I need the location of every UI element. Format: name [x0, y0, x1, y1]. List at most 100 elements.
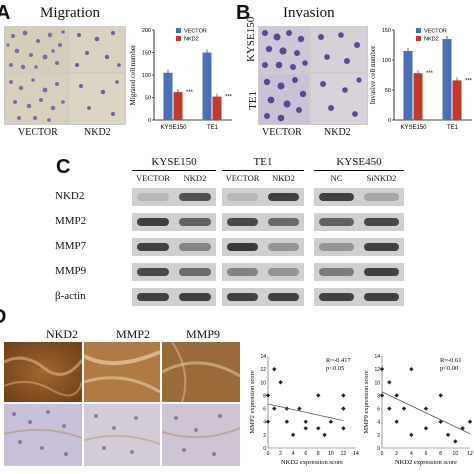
invasion-bar-KYSE150-VECTOR — [403, 51, 413, 120]
blot-band-1-0-1 — [179, 218, 211, 226]
blot-band-1-1-1 — [268, 218, 299, 226]
mmp2-scatter-trend-line — [267, 403, 344, 421]
mmp9-scatter-point-11 — [438, 393, 443, 398]
mmp9-scatter-point-1 — [379, 366, 385, 372]
migration-image-vector-te1 — [4, 73, 68, 125]
invasion-legend-label-NKD2: NKD2 — [424, 37, 439, 43]
blot-strip-2-2 — [314, 238, 404, 256]
blot-band-4-2-1 — [364, 293, 399, 301]
blot-lane-label-1-0: VECTOR — [225, 173, 260, 183]
blot-group-title-0: KYSE150 — [151, 156, 197, 168]
migration-bar-KYSE150-NKD2 — [173, 92, 183, 120]
blot-strip-0-1 — [222, 188, 304, 206]
blot-band-2-2-1 — [364, 243, 399, 251]
panel-d-label: D — [0, 306, 6, 329]
mmp9-scatter-xtick-0: 0 — [381, 451, 384, 457]
blot-strip-1-0 — [132, 213, 216, 231]
blot-group-title-2: KYSE450 — [336, 156, 382, 168]
blot-group-rule-2 — [314, 170, 404, 171]
mmp2-scatter-xtick-2: 4 — [292, 451, 295, 457]
mmp2-scatter-plot: 0 2 4 6 8 10 12 14 0 2 4 6 8 10 12 14 NKD2 expression sc… — [249, 354, 359, 466]
blot-band-2-0-0 — [137, 243, 169, 251]
mmp2-scatter-point-17 — [341, 426, 346, 431]
blot-band-4-0-0 — [137, 293, 169, 301]
panel-b-col-vector: VECTOR — [262, 127, 302, 138]
migration-sig-KYSE150: *** — [186, 90, 194, 96]
mmp2-scatter-ytick-5: 10 — [260, 380, 266, 386]
invasion-image-vector-te1 — [258, 73, 310, 125]
mmp2-scatter-point-3 — [272, 406, 277, 411]
migration-ytick-label-4: 200 — [142, 28, 151, 34]
invasion-bar-TE1-VECTOR — [442, 39, 452, 120]
mmp2-scatter-annotation-p: p<0.05 — [326, 365, 344, 372]
invasion-ytick-label-1: 50 — [385, 88, 391, 94]
mmp2-scatter-ytick-0: 0 — [263, 446, 266, 452]
blot-row-label-3: MMP9 — [55, 265, 87, 277]
migration-legend-swatch-VECTOR — [176, 28, 181, 33]
invasion-ytick-label-3: 150 — [382, 28, 391, 34]
mmp9-scatter-point-12 — [438, 419, 443, 424]
ihc-nkd2-high — [4, 342, 82, 402]
invasion-bar-TE1-NKD2 — [452, 80, 462, 120]
panel-b-label: B — [236, 2, 251, 24]
migration-bar-KYSE150-VECTOR — [163, 72, 173, 120]
migration-bar-TE1-NKD2 — [212, 96, 222, 120]
blot-row-label-0: NKD2 — [55, 190, 85, 202]
mmp2-scatter-ytick-6: 12 — [260, 367, 266, 373]
blot-lane-label-0-1: NKD2 — [183, 173, 207, 183]
mmp2-scatter-ytick-2: 4 — [263, 420, 266, 426]
panel-a-col-vector: VECTOR — [18, 127, 58, 138]
mmp9-scatter-xlabel: NKD2 expression score — [395, 459, 457, 466]
mmp2-scatter-point-9 — [303, 426, 308, 431]
blot-band-2-2-0 — [319, 243, 354, 251]
blot-band-2-1-1 — [268, 243, 299, 251]
ihc-label-mmp9: MMP9 — [186, 327, 221, 341]
invasion-bar-KYSE150-NKD2 — [413, 73, 423, 120]
mmp2-scatter-point-7 — [290, 432, 296, 438]
blot-strip-3-2 — [314, 263, 404, 281]
migration-bar-TE1-VECTOR — [202, 52, 212, 120]
invasion-sig-KYSE150: *** — [426, 71, 434, 77]
invasion-sig-TE1: *** — [465, 78, 473, 84]
migration-xtick-TE1: TE1 — [207, 125, 219, 131]
blot-band-0-2-0 — [319, 193, 354, 201]
blot-band-4-2-0 — [319, 293, 354, 301]
invasion-image-nkd2-te1 — [310, 73, 368, 125]
blot-strip-0-2 — [314, 188, 404, 206]
mmp9-scatter-ytick-2: 4 — [377, 420, 380, 426]
invasion-ytick-label-2: 100 — [382, 58, 391, 64]
panel-a-title: Migration — [40, 5, 100, 21]
mmp9-scatter-ytick-3: 6 — [377, 407, 380, 413]
mmp9-scatter-point-3 — [387, 380, 392, 385]
blot-strip-4-1 — [222, 288, 304, 306]
mmp9-scatter-point-5 — [394, 393, 399, 398]
mmp2-scatter-xtick-5: 10 — [328, 451, 334, 457]
mmp2-scatter-xtick-3: 6 — [304, 451, 307, 457]
blot-band-0-0-1 — [179, 193, 211, 201]
migration-image-vector-kyse150 — [4, 26, 68, 73]
migration-sig-TE1: *** — [225, 95, 233, 101]
mmp2-scatter-xlabel: NKD2 expression score — [281, 459, 343, 466]
mmp2-scatter-point-15 — [341, 393, 346, 398]
blot-band-1-2-0 — [319, 218, 354, 226]
invasion-legend-label-VECTOR: VECTOR — [424, 29, 447, 35]
blot-row-label-4: β-actin — [55, 290, 86, 302]
blot-lane-label-1-1: NKD2 — [272, 173, 295, 183]
mmp9-scatter-xtick-2: 4 — [410, 451, 413, 457]
mmp9-scatter-ytick-4: 8 — [377, 393, 380, 399]
mmp9-scatter-ylabel: MMP9 expression score — [363, 370, 370, 433]
mmp2-scatter-xtick-6: 12 — [341, 451, 347, 457]
mmp9-scatter-point-4 — [394, 419, 399, 424]
mmp9-scatter-ytick-7: 14 — [374, 354, 380, 360]
invasion-xtick-TE1: TE1 — [447, 125, 459, 131]
mmp2-scatter-annotation-r: R=-0.417 — [326, 357, 352, 364]
panel-b-row-kyse150: KYSE150 — [245, 16, 257, 62]
blot-band-3-2-0 — [319, 268, 354, 276]
blot-group-rule-1 — [222, 170, 304, 171]
blot-strip-3-0 — [132, 263, 216, 281]
mmp9-scatter-annotation-p: p<0.00 — [440, 365, 458, 372]
mmp9-scatter-xtick-1: 2 — [395, 451, 398, 457]
mmp2-scatter-ytick-4: 8 — [263, 393, 266, 399]
mmp9-scatter-trend-line — [381, 391, 471, 435]
mmp9-scatter-point-14 — [453, 439, 458, 444]
